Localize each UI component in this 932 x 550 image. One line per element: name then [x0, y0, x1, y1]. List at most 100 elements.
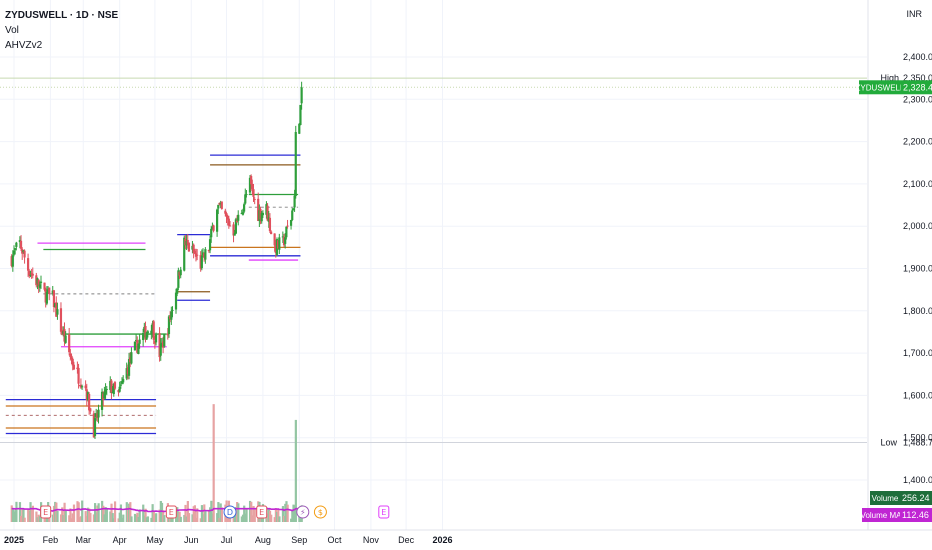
volume-bar: [160, 502, 164, 522]
candle-body: [77, 367, 80, 384]
volume-bar: [150, 517, 153, 522]
volume-bar: [126, 506, 130, 522]
volume-bar: [179, 516, 182, 522]
candle: [298, 123, 301, 134]
volume-bars: [10, 404, 303, 522]
volume-bar: [112, 518, 115, 522]
candle: [150, 325, 153, 340]
volume-bar: [145, 517, 148, 522]
volume-bar: [286, 504, 289, 522]
volume-bar: [79, 516, 83, 522]
x-tick-label: Feb: [43, 535, 59, 545]
candle-body: [274, 244, 277, 254]
y-tick-label: 2,000.00: [903, 221, 932, 231]
volume-bar: [81, 500, 84, 522]
candle: [103, 386, 106, 400]
candle: [84, 380, 87, 391]
symbol-title[interactable]: ZYDUSWELL · 1D · NSE: [5, 10, 119, 21]
candle: [187, 242, 191, 253]
candle: [211, 222, 214, 230]
candle: [294, 125, 297, 199]
candle-body: [31, 273, 34, 276]
candle: [275, 237, 279, 257]
volume-tag-bg: [870, 491, 900, 505]
candle: [225, 212, 228, 224]
event-markers: E E D E ⚡ $ E: [40, 505, 390, 519]
candle: [70, 353, 73, 365]
candle: [79, 378, 83, 389]
candle: [171, 306, 174, 318]
candle: [217, 204, 220, 215]
symbol-price-tag-label: ZYDUSWELL: [856, 83, 905, 92]
volume-bar: [284, 503, 287, 522]
volume-bar: [28, 510, 31, 522]
volume-bar: [219, 503, 222, 522]
candle: [200, 249, 203, 271]
candle-body: [176, 288, 179, 294]
volume-bar: [38, 516, 42, 522]
candle-body: [120, 381, 124, 384]
candle-body: [191, 245, 194, 250]
volume-bar: [229, 515, 232, 522]
candle-body: [153, 341, 156, 344]
volume-bar: [277, 509, 280, 522]
volume-bar: [43, 517, 46, 522]
candle: [89, 407, 92, 415]
x-tick-label: Jul: [221, 535, 233, 545]
candle-body: [43, 282, 46, 290]
volume-bar: [63, 502, 66, 522]
volume-bar: [64, 509, 67, 522]
volume-bar: [243, 505, 246, 522]
candle: [203, 252, 206, 262]
candle: [184, 234, 187, 250]
candle: [251, 179, 254, 195]
volume-bar: [207, 510, 211, 522]
candle: [273, 233, 276, 252]
volume-bar: [153, 514, 157, 522]
volume-bar: [191, 514, 194, 522]
candle-body: [291, 210, 294, 221]
candle: [291, 207, 294, 222]
currency-label[interactable]: INR: [906, 9, 923, 19]
candle-body: [300, 87, 303, 104]
volume-bar: [94, 503, 97, 522]
indicator-volume-label[interactable]: Vol: [5, 25, 19, 36]
candle: [220, 201, 223, 210]
volume-bar: [136, 512, 139, 522]
candle-body: [44, 289, 47, 303]
earnings-icon: [40, 505, 52, 519]
candle: [143, 322, 146, 338]
candle-body: [71, 358, 74, 366]
volume-bar: [62, 515, 65, 522]
candle: [237, 210, 240, 226]
event-marker: E: [165, 505, 177, 519]
volume-bar: [293, 505, 296, 522]
candle-body: [265, 204, 268, 215]
candle: [270, 230, 273, 235]
volume-bar: [192, 506, 195, 522]
event-marker-label: E: [169, 508, 174, 517]
candle-body: [218, 202, 221, 205]
candle-body: [154, 334, 158, 343]
volume-bar: [133, 513, 137, 522]
candle-body: [62, 331, 65, 334]
candle-body: [55, 302, 58, 317]
volume-bar: [142, 504, 145, 522]
volume-bar: [117, 518, 120, 522]
candle-body: [226, 215, 229, 220]
candle: [201, 248, 205, 258]
candle: [112, 382, 115, 397]
candle-body: [79, 384, 83, 388]
level-lines: [5, 154, 301, 435]
volume-bar: [177, 511, 180, 522]
candle-body: [96, 413, 99, 419]
volume-bar: [95, 512, 98, 522]
volume-bar: [245, 508, 248, 522]
volume-bar: [15, 501, 18, 522]
candle-body: [225, 213, 228, 217]
candle: [145, 331, 148, 341]
earnings-icon: [165, 505, 177, 519]
indicator-ahvz-label[interactable]: AHVZv2: [5, 40, 43, 51]
candle: [110, 378, 113, 400]
